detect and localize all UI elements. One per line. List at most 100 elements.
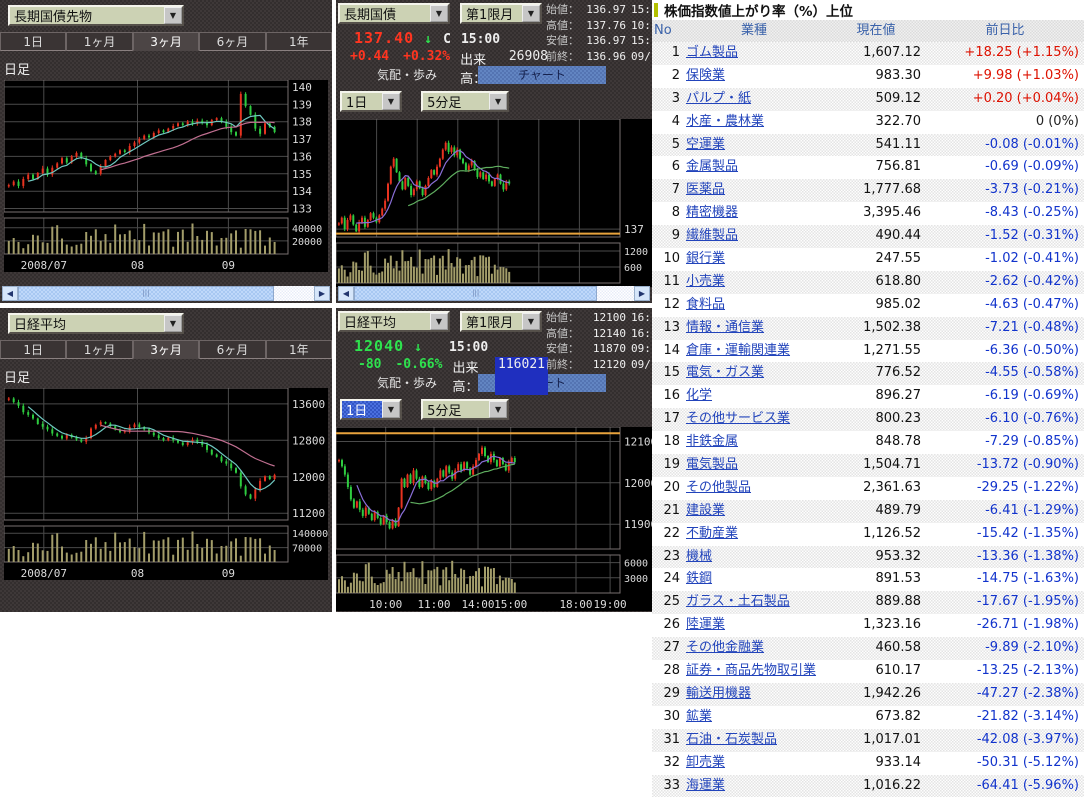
- row-day-change: -47.27 (-2.38%): [976, 685, 1079, 701]
- row-day-change: -13.72 (-0.90%): [976, 457, 1079, 473]
- sector-link[interactable]: ゴム製品: [686, 45, 739, 60]
- row-day-change: -17.67 (-1.95%): [976, 594, 1079, 610]
- sector-link[interactable]: 保険業: [686, 67, 726, 83]
- sector-link[interactable]: 陸運業: [686, 617, 726, 633]
- svg-text:140: 140: [292, 81, 312, 94]
- scroll-right-icon[interactable]: ▶: [314, 286, 330, 301]
- table-row: 10 銀行業 247.55 -1.02 (-0.41%): [652, 248, 1084, 271]
- sector-link[interactable]: 電気製品: [686, 457, 739, 473]
- sector-link[interactable]: 銀行業: [686, 251, 726, 267]
- scroll-right-icon[interactable]: ▶: [634, 286, 650, 301]
- interval-select[interactable]: 5分足 ▼: [421, 91, 510, 112]
- sector-link[interactable]: 精密機器: [686, 205, 739, 221]
- sector-link[interactable]: 不動産業: [686, 525, 739, 541]
- bond-daily-symbol-select[interactable]: 長期国債先物 ▼: [8, 5, 184, 26]
- sector-link[interactable]: 機械: [686, 548, 713, 564]
- row-sector: 石油・石炭製品: [680, 729, 821, 752]
- sector-link[interactable]: その他製品: [686, 479, 752, 495]
- scroll-track[interactable]: [273, 286, 314, 301]
- sector-link[interactable]: 石油・石炭製品: [686, 731, 778, 747]
- scroll-left-icon[interactable]: ◀: [2, 286, 18, 301]
- svg-text:19:00: 19:00: [594, 598, 627, 611]
- tab-6month[interactable]: 6ヶ月: [199, 340, 266, 359]
- contract-month-select[interactable]: 第1限月 ▼: [460, 311, 542, 332]
- scroll-left-icon[interactable]: ◀: [338, 286, 354, 301]
- sector-link[interactable]: その他サービス業: [686, 411, 791, 427]
- tab-1month[interactable]: 1ヶ月: [66, 340, 133, 359]
- scroll-thumb[interactable]: |||: [354, 286, 598, 301]
- sector-link[interactable]: その他金融業: [686, 640, 765, 656]
- bond-intraday-panel: 長期国債 ▼ 第1限月 ▼ 137.40 ↓ C 15:00 +0.44 +0.…: [336, 0, 652, 303]
- range-select[interactable]: 1日 ▼: [340, 91, 402, 112]
- row-day-change: -0.08 (-0.01%): [985, 136, 1079, 152]
- sector-link[interactable]: 食料品: [686, 296, 726, 312]
- tick-down-icon: ↓: [424, 32, 434, 47]
- sector-link[interactable]: 輸送用機器: [686, 685, 752, 701]
- low-time: 15:: [631, 34, 651, 47]
- svg-text:140000: 140000: [292, 529, 328, 540]
- row-day-change: -42.08 (-3.97%): [976, 731, 1079, 747]
- row-day-change: +0.20 (+0.04%): [972, 90, 1079, 106]
- nikkei-symbol-select[interactable]: 日経平均 ▼: [338, 311, 450, 332]
- range-select[interactable]: 1日 ▼: [340, 399, 402, 420]
- sector-link[interactable]: 鉄鋼: [686, 571, 713, 587]
- svg-text:600: 600: [624, 263, 642, 274]
- sector-link[interactable]: 空運業: [686, 136, 726, 152]
- sector-link[interactable]: 小売業: [686, 273, 726, 289]
- row-day-change: -7.21 (-0.48%): [985, 319, 1079, 335]
- symbol-select-value: 日経平均: [344, 316, 397, 331]
- scroll-thumb[interactable]: |||: [18, 286, 274, 301]
- sector-link[interactable]: 医薬品: [686, 182, 726, 198]
- table-row: 14 倉庫・運輸関連業 1,271.55 -6.36 (-0.50%): [652, 340, 1084, 363]
- sector-link[interactable]: 建設業: [686, 502, 726, 518]
- nikkei-daily-symbol-select[interactable]: 日経平均 ▼: [8, 313, 184, 334]
- sector-link[interactable]: 卸売業: [686, 754, 726, 770]
- bond-daily-hscrollbar: ◀ ||| ▶: [2, 286, 330, 301]
- sector-link[interactable]: 海運業: [686, 777, 726, 793]
- table-row: 5 空運業 541.11 -0.08 (-0.01%): [652, 133, 1084, 157]
- tab-quote-board[interactable]: 気配・歩み: [376, 376, 437, 390]
- open-time: 15:: [631, 3, 651, 16]
- interval-select[interactable]: 5分足 ▼: [421, 399, 510, 420]
- tab-1day[interactable]: 1日: [0, 32, 67, 51]
- sector-link[interactable]: 情報・通信業: [686, 319, 765, 335]
- sector-link[interactable]: 金属製品: [686, 159, 739, 175]
- sector-link[interactable]: 証券・商品先物取引業: [686, 663, 817, 679]
- tab-quote-board[interactable]: 気配・歩み: [376, 68, 437, 82]
- high-value: 12140: [592, 326, 626, 340]
- bond-symbol-select[interactable]: 長期国債 ▼: [338, 3, 450, 24]
- sector-link[interactable]: 電気・ガス業: [686, 365, 765, 381]
- sector-link[interactable]: 倉庫・運輸関連業: [686, 342, 791, 358]
- chevron-down-icon: ▼: [382, 93, 400, 110]
- scroll-track[interactable]: [597, 286, 634, 301]
- tab-3month[interactable]: 3ヶ月: [132, 32, 200, 51]
- sector-link[interactable]: 非鉄金属: [686, 434, 739, 450]
- sector-link[interactable]: パルプ・紙: [686, 90, 752, 106]
- svg-text:12000: 12000: [292, 471, 325, 484]
- tab-6month[interactable]: 6ヶ月: [199, 32, 266, 51]
- sector-link[interactable]: 鉱業: [686, 708, 713, 724]
- quote-header: 長期国債 ▼ 第1限月 ▼ 137.40 ↓ C 15:00 +0.44 +0.…: [336, 0, 652, 87]
- sector-link[interactable]: ガラス・土石製品: [686, 594, 790, 610]
- row-day-change: -64.41 (-5.96%): [976, 777, 1079, 793]
- row-no: 28: [663, 663, 680, 679]
- row-sector: ガラス・土石製品: [680, 591, 821, 614]
- tab-1month[interactable]: 1ヶ月: [66, 32, 133, 51]
- contract-month-select[interactable]: 第1限月 ▼: [460, 3, 542, 24]
- row-sector: 倉庫・運輸関連業: [680, 340, 821, 363]
- row-current-value: 1,126.52: [863, 525, 921, 541]
- tab-1year[interactable]: 1年: [265, 340, 332, 359]
- row-current-value: 933.14: [875, 754, 922, 770]
- row-day-change: -7.29 (-0.85%): [985, 434, 1079, 450]
- tab-chart[interactable]: チャート: [478, 66, 606, 84]
- tab-1year[interactable]: 1年: [265, 32, 332, 51]
- sector-link[interactable]: 化学: [686, 388, 713, 404]
- table-row: 8 精密機器 3,395.46 -8.43 (-0.25%): [652, 202, 1084, 225]
- sector-link[interactable]: 水産・農林業: [686, 113, 765, 129]
- row-day-change: -13.36 (-1.38%): [976, 548, 1079, 564]
- sector-link[interactable]: 繊維製品: [686, 228, 739, 244]
- tab-3month[interactable]: 3ヶ月: [132, 340, 200, 359]
- row-current-value: 1,504.71: [863, 457, 921, 473]
- tab-1day[interactable]: 1日: [0, 340, 67, 359]
